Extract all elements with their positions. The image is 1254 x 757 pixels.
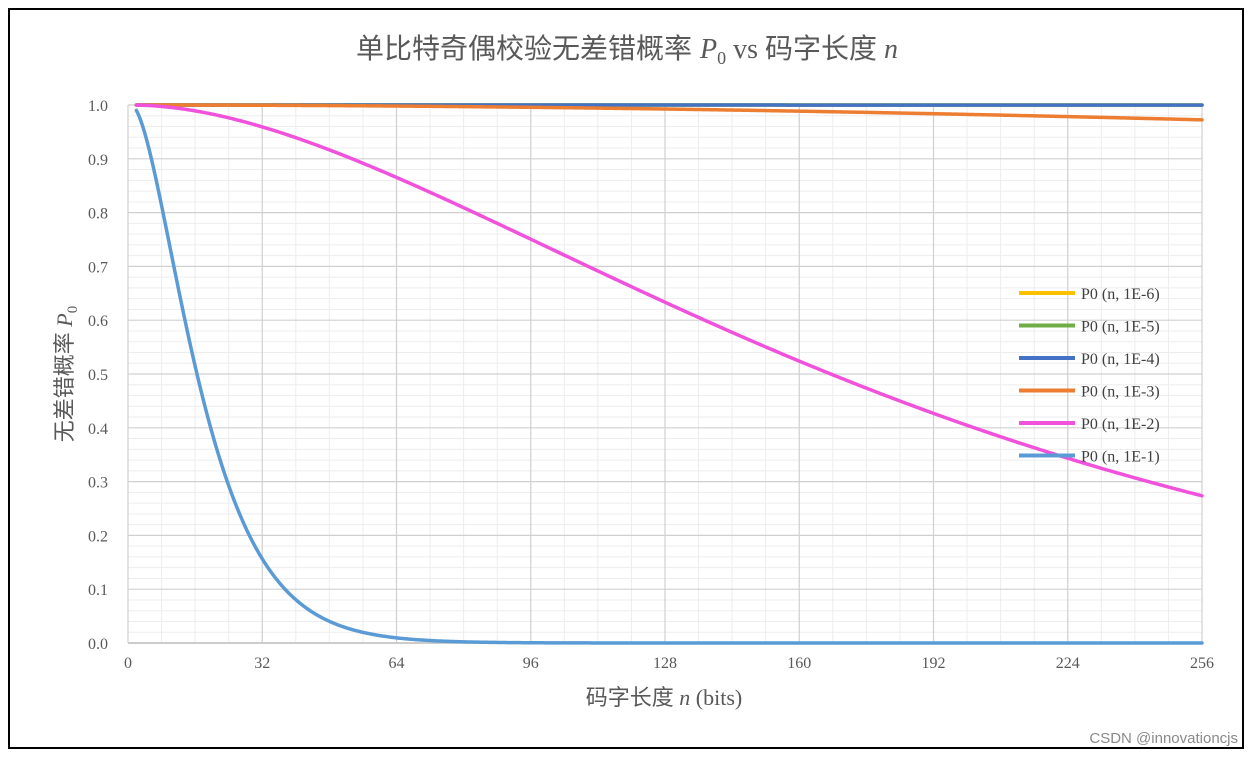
y-tick-label: 0.7 xyxy=(88,259,108,276)
legend: P0 (n, 1E-6) P0 (n, 1E-5) P0 (n, 1E-4) P0 (… xyxy=(1019,286,1160,466)
y-tick-label: 0.5 xyxy=(88,367,108,384)
legend-entry: P0 (n, 1E-3) xyxy=(1081,384,1160,401)
legend-entry: P0 (n, 1E-2) xyxy=(1081,416,1160,433)
x-tick-label: 160 xyxy=(787,655,811,672)
y-axis-label-text: 无差错概率 xyxy=(52,327,77,443)
series-line-4 xyxy=(134,103,1204,122)
y-tick-label: 0.6 xyxy=(88,313,108,330)
chart-frame xyxy=(8,8,1244,749)
y-tick-label: 0.1 xyxy=(88,582,108,599)
major-gridlines xyxy=(128,104,1203,644)
legend-entry: P0 (n, 1E-6) xyxy=(1081,286,1160,303)
x-axis-label-math: n xyxy=(679,685,690,710)
watermark: CSDN @innovationcjs xyxy=(1089,730,1238,747)
y-axis-label-sub: 0 xyxy=(65,306,81,314)
legend-entry: P0 (n, 1E-1) xyxy=(1081,449,1160,466)
tick-labels: 0 32 64 96 128 160 192 224 256 0.0 0.1 0.2 0.3 0.4 0.5… xyxy=(88,98,1214,672)
x-axis-label-text: 码字长度 xyxy=(586,685,680,710)
x-tick-label: 192 xyxy=(922,655,946,672)
x-axis-label-suffix: (bits) xyxy=(690,685,742,710)
chart-title-math: P xyxy=(699,34,717,65)
chart-title-sub: 0 xyxy=(717,48,726,68)
chart-title-suffix: vs 码字长度 xyxy=(726,33,884,65)
series-lines xyxy=(134,103,1204,645)
x-tick-label: 128 xyxy=(653,655,677,672)
chart-title-text: 单比特奇偶校验无差错概率 xyxy=(356,33,692,65)
y-tick-label: 0.2 xyxy=(88,528,108,545)
chart-title: 单比特奇偶校验无差错概率 P0 vs 码字长度 n xyxy=(356,33,898,68)
series-line-5 xyxy=(134,103,1204,498)
x-axis-label: 码字长度 n (bits) xyxy=(586,685,742,710)
legend-entry: P0 (n, 1E-4) xyxy=(1081,351,1160,368)
x-tick-label: 96 xyxy=(523,655,539,672)
y-tick-label: 0.8 xyxy=(88,206,108,223)
x-tick-label: 224 xyxy=(1056,655,1080,672)
y-tick-label: 0.4 xyxy=(88,421,108,438)
x-tick-label: 256 xyxy=(1190,655,1214,672)
x-tick-label: 32 xyxy=(254,655,270,672)
y-axis-label-math: P xyxy=(52,313,77,327)
y-axis-label: 无差错概率 P0 xyxy=(52,306,81,442)
y-tick-label: 0.9 xyxy=(88,152,108,169)
chart-title-suffix-math: n xyxy=(884,34,898,65)
y-tick-label: 0.0 xyxy=(88,636,108,653)
y-tick-label: 0.3 xyxy=(88,475,108,492)
y-tick-label: 1.0 xyxy=(88,98,108,115)
x-tick-label: 0 xyxy=(124,655,132,672)
x-tick-label: 64 xyxy=(389,655,405,672)
series-line-6 xyxy=(134,108,1204,645)
legend-entry: P0 (n, 1E-5) xyxy=(1081,319,1160,336)
